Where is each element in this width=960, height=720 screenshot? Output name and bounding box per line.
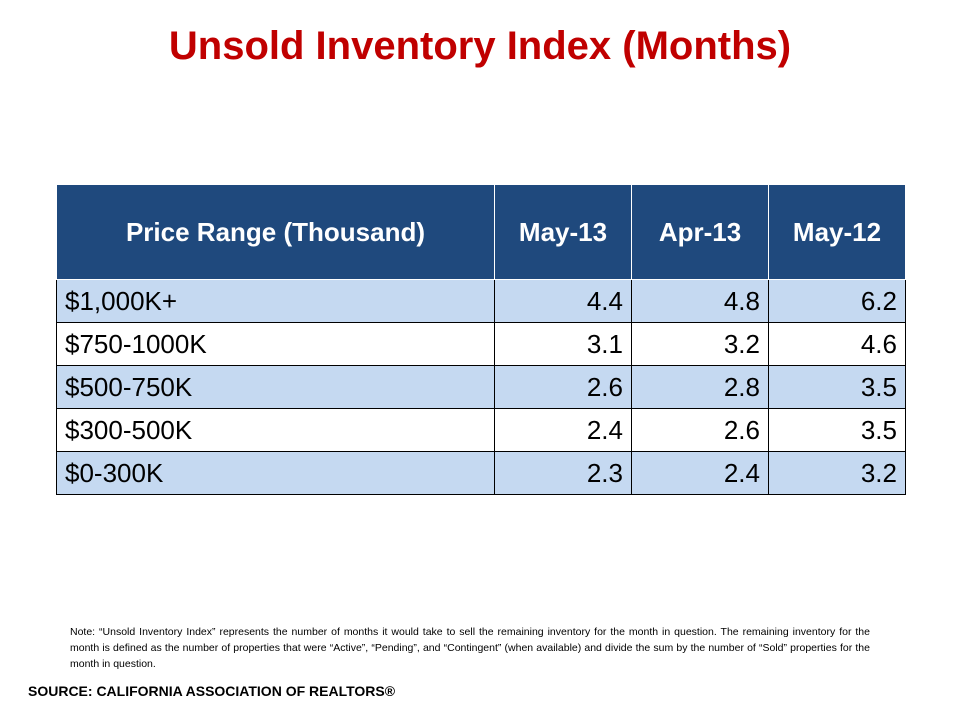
inventory-table: Price Range (Thousand) May-13 Apr-13 May… xyxy=(56,184,906,495)
table-row: $500-750K 2.6 2.8 3.5 xyxy=(56,365,906,409)
table-row: $0-300K 2.3 2.4 3.2 xyxy=(56,451,906,495)
row-label: $1,000K+ xyxy=(56,279,495,323)
cell-value: 2.4 xyxy=(631,451,769,495)
column-header-apr-13: Apr-13 xyxy=(631,184,769,280)
footnote: Note: “Unsold Inventory Index” represent… xyxy=(70,626,870,670)
cell-value: 4.4 xyxy=(494,279,632,323)
table-row: $300-500K 2.4 2.6 3.5 xyxy=(56,408,906,452)
row-label: $500-750K xyxy=(56,365,495,409)
cell-value: 3.1 xyxy=(494,322,632,366)
table-row: $750-1000K 3.1 3.2 4.6 xyxy=(56,322,906,366)
column-header-price-range: Price Range (Thousand) xyxy=(56,184,495,280)
cell-value: 2.6 xyxy=(494,365,632,409)
cell-value: 2.3 xyxy=(494,451,632,495)
cell-value: 3.5 xyxy=(768,408,906,452)
cell-value: 3.2 xyxy=(631,322,769,366)
column-header-may-13: May-13 xyxy=(494,184,632,280)
cell-value: 2.6 xyxy=(631,408,769,452)
row-label: $300-500K xyxy=(56,408,495,452)
cell-value: 2.4 xyxy=(494,408,632,452)
cell-value: 4.8 xyxy=(631,279,769,323)
page-title: Unsold Inventory Index (Months) xyxy=(168,24,792,68)
table-header-row: Price Range (Thousand) May-13 Apr-13 May… xyxy=(56,184,906,280)
cell-value: 6.2 xyxy=(768,279,906,323)
column-header-may-12: May-12 xyxy=(768,184,906,280)
cell-value: 4.6 xyxy=(768,322,906,366)
table-row: $1,000K+ 4.4 4.8 6.2 xyxy=(56,279,906,323)
source-credit: SOURCE: CALIFORNIA ASSOCIATION OF REALTO… xyxy=(28,683,396,699)
cell-value: 2.8 xyxy=(631,365,769,409)
cell-value: 3.5 xyxy=(768,365,906,409)
row-label: $0-300K xyxy=(56,451,495,495)
cell-value: 3.2 xyxy=(768,451,906,495)
row-label: $750-1000K xyxy=(56,322,495,366)
